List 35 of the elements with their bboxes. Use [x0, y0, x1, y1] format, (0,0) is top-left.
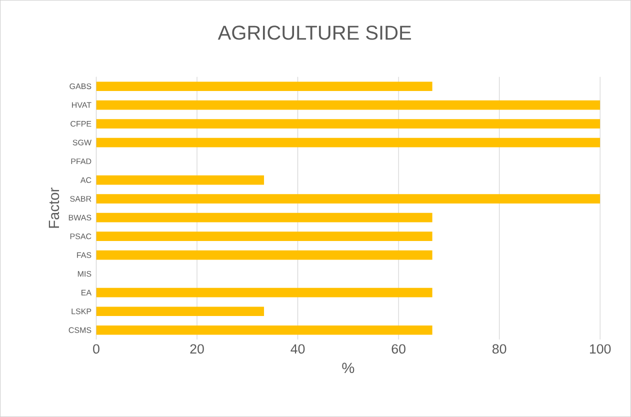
bar: [96, 306, 264, 316]
x-tick-label: 80: [492, 344, 506, 354]
y-tick-label: SGW: [72, 140, 92, 146]
y-tick-label: HVAT: [72, 102, 92, 108]
bar: [96, 175, 264, 185]
y-tick-label: GABS: [70, 83, 92, 90]
y-tick-label: PSAC: [70, 233, 92, 240]
bar: [96, 82, 432, 91]
y-tick-label: CSMS: [68, 327, 92, 333]
bar: [96, 212, 432, 222]
y-tick-label: SABR: [70, 196, 92, 202]
x-tick-label: 20: [190, 344, 204, 354]
x-axis-title: %: [342, 362, 354, 374]
x-tick-label: 0: [93, 344, 100, 354]
y-tick-label: FAS: [77, 252, 92, 258]
x-tick-label: 40: [290, 344, 305, 354]
y-tick-label: PFAD: [71, 158, 92, 164]
bar: [96, 100, 600, 110]
bar: [96, 250, 432, 260]
y-tick-label: EA: [82, 290, 92, 296]
y-axis-title: Factor: [48, 188, 60, 228]
bar: [96, 119, 600, 128]
y-tick-label: BWAS: [68, 214, 92, 220]
x-tick-label: 100: [590, 344, 611, 354]
bar: [96, 138, 600, 148]
y-tick-label: AC: [80, 177, 92, 183]
chart-title: AGRICULTURE SIDE: [218, 26, 411, 40]
bar: [96, 325, 432, 335]
y-tick-label: MIS: [78, 270, 92, 277]
y-tick-label: LSKP: [72, 308, 92, 314]
bar: [96, 194, 600, 204]
y-tick-label: CFPE: [70, 120, 92, 127]
bar: [96, 232, 432, 241]
bar: [96, 288, 432, 298]
x-tick-label: 60: [392, 344, 406, 354]
